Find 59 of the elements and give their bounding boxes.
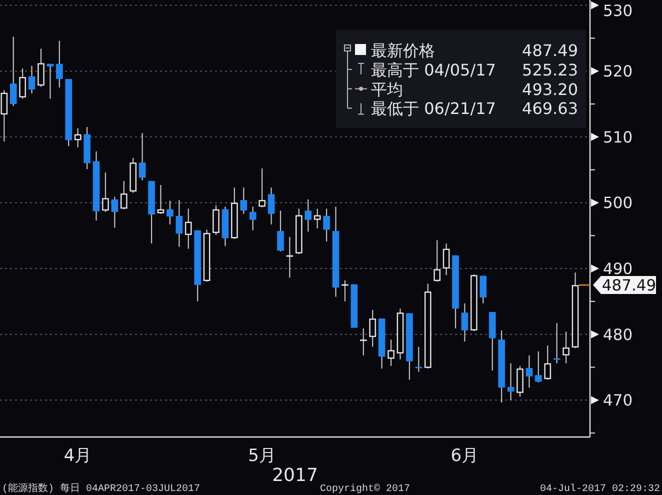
candlestick [74,128,82,148]
candlestick [212,204,220,236]
candlestick [507,362,514,401]
candlestick [166,200,174,225]
candlestick [314,208,321,229]
text: 04-Jul-2017 02:29:32 [540,483,660,495]
candlestick [176,200,183,248]
candlestick [240,187,248,214]
y-tick-label: 520 [603,62,633,81]
y-tick-label: 510 [603,128,633,146]
candlestick [184,208,192,250]
candlestick [111,196,118,228]
candlestick [323,208,330,242]
candlestick [434,240,440,282]
annotation: 最低于 06/21/17 [371,99,496,118]
text: Copyright© 2017 [320,483,410,495]
x-tick-label: 4月 [64,446,92,466]
candlestick [268,187,275,225]
annotation: 平均 [371,80,403,99]
candlestick [562,331,570,364]
candlestick [277,210,284,252]
x-tick-label: 6月 [450,446,479,466]
candlestick [304,198,312,232]
text: (能源指数) 每日 04APR2017-03JUL2017 [2,482,200,495]
candlestick [535,350,542,383]
annotation: 525.23 [522,60,578,80]
candlestick [526,354,533,388]
candlestick [480,275,487,304]
candlestick [46,63,54,100]
candlestick [19,68,26,100]
candlestick [369,309,376,348]
candlestick [360,328,367,356]
y-tick-label: 480 [603,326,633,344]
annotation: 469.63 [522,99,578,118]
y-tick-label: 490 [603,260,633,278]
candlestick [10,36,17,107]
candlestick [258,168,266,208]
candlestick [461,302,468,342]
annotation: 最新价格 [371,41,435,60]
candlestick [38,48,44,88]
candlestick [56,40,63,88]
annotation: 493.20 [522,80,578,99]
y-tick-label: 530 [603,2,633,20]
candlestick [138,132,146,181]
candlestick [516,365,524,398]
y-tick-label: 470 [603,392,633,410]
candlestick [415,346,422,372]
candlestick [249,206,256,231]
y-tick-label: 500 [603,194,633,212]
candlestick [442,242,450,276]
candlestick [544,344,552,380]
candlestick [388,339,394,366]
candlestick [28,65,36,94]
text: 2017 [272,465,318,486]
annotation: 487.49 [522,41,578,60]
candlestick [120,180,128,210]
candlestick [102,172,109,212]
annotation: 最高于 04/05/17 [371,60,496,80]
x-tick-label: 5月 [248,446,276,466]
